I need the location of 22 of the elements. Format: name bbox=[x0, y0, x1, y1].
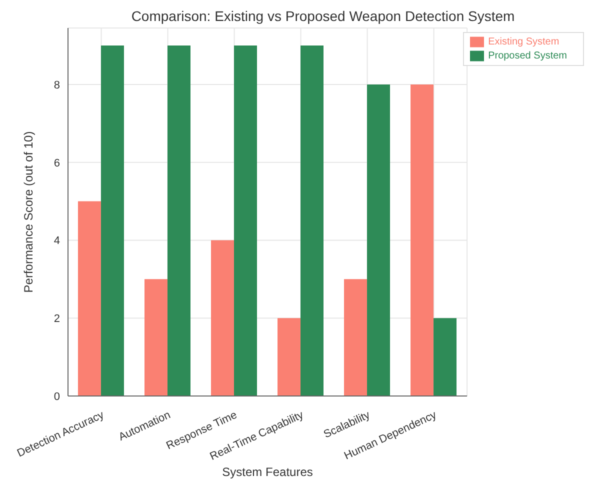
legend-label: Existing System bbox=[488, 36, 560, 48]
y-tick-label: 2 bbox=[54, 313, 60, 326]
y-tick-label: 0 bbox=[54, 390, 60, 403]
bar bbox=[344, 279, 368, 396]
bar bbox=[234, 46, 257, 396]
bar bbox=[410, 84, 434, 396]
bar bbox=[278, 318, 301, 396]
bar bbox=[78, 201, 101, 396]
chart-title: Comparison: Existing vs Proposed Weapon Detection System bbox=[130, 8, 516, 24]
bar bbox=[210, 240, 234, 396]
bar bbox=[367, 84, 390, 396]
bar bbox=[100, 46, 124, 396]
y-axis-title: Performance Score (out of 10) bbox=[21, 131, 36, 293]
y-tick-label: 4 bbox=[54, 235, 60, 248]
legend-label: Proposed System bbox=[488, 50, 567, 62]
y-tick-label: 6 bbox=[54, 157, 60, 170]
bar bbox=[144, 279, 168, 396]
bar bbox=[434, 318, 457, 396]
y-tick-label: 8 bbox=[54, 79, 60, 92]
bar bbox=[167, 46, 190, 396]
x-axis-title: System Features bbox=[222, 465, 313, 479]
bar bbox=[300, 46, 324, 396]
